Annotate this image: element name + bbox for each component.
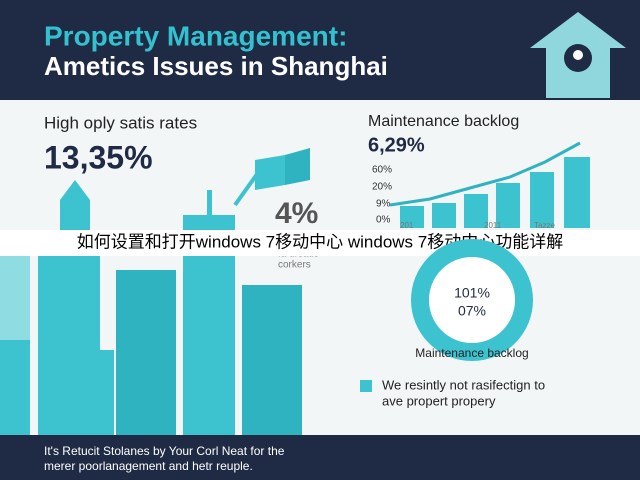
axis-label: 20% [372, 182, 392, 193]
chart-bars [400, 157, 590, 228]
title-line2: Ametics Issues in Shanghai [44, 51, 388, 81]
pin-dot [573, 50, 583, 60]
legend-swatch [360, 380, 372, 392]
legend-text: We resintly not rasifectign to [382, 377, 545, 392]
donut-caption: Maintenance backlog [415, 346, 528, 360]
arrow [233, 168, 262, 207]
x-label: 201 [400, 221, 414, 230]
donut-line: 07% [458, 303, 486, 319]
donut-center [429, 257, 515, 343]
flag [285, 148, 310, 185]
trend-line [389, 141, 581, 207]
stat-label: High oply satis rates [44, 113, 197, 132]
axis-label: 0% [376, 215, 391, 226]
header-band [0, 0, 640, 100]
axis-label: 9% [376, 199, 391, 210]
chart-value: 6,29% [368, 134, 425, 156]
stat-value: 13,35% [44, 139, 153, 175]
footer-text: It's Retucit Stolanes by Your Corl Neat … [44, 444, 285, 458]
title-line1: Property Management: [44, 20, 347, 51]
flag [255, 155, 285, 190]
donut [411, 239, 533, 361]
footer-text: merer poorlanagement and hetr reuple. [44, 459, 253, 473]
axis-label: 60% [372, 165, 392, 176]
center-value: 4% [275, 197, 318, 230]
donut-line: 101% [454, 285, 490, 301]
banner-band [0, 230, 640, 256]
x-label: 2011 [484, 221, 502, 230]
footer-band [0, 435, 640, 480]
chart-label: Maintenance backlog [368, 113, 519, 130]
x-label: Tazze [534, 221, 555, 230]
banner-text: 如何设置和打开windows 7移动中心 windows 7移动中心功能详解 [77, 232, 563, 251]
center-caption: corkers [278, 260, 311, 271]
legend-text: ave propert propery [382, 393, 496, 408]
